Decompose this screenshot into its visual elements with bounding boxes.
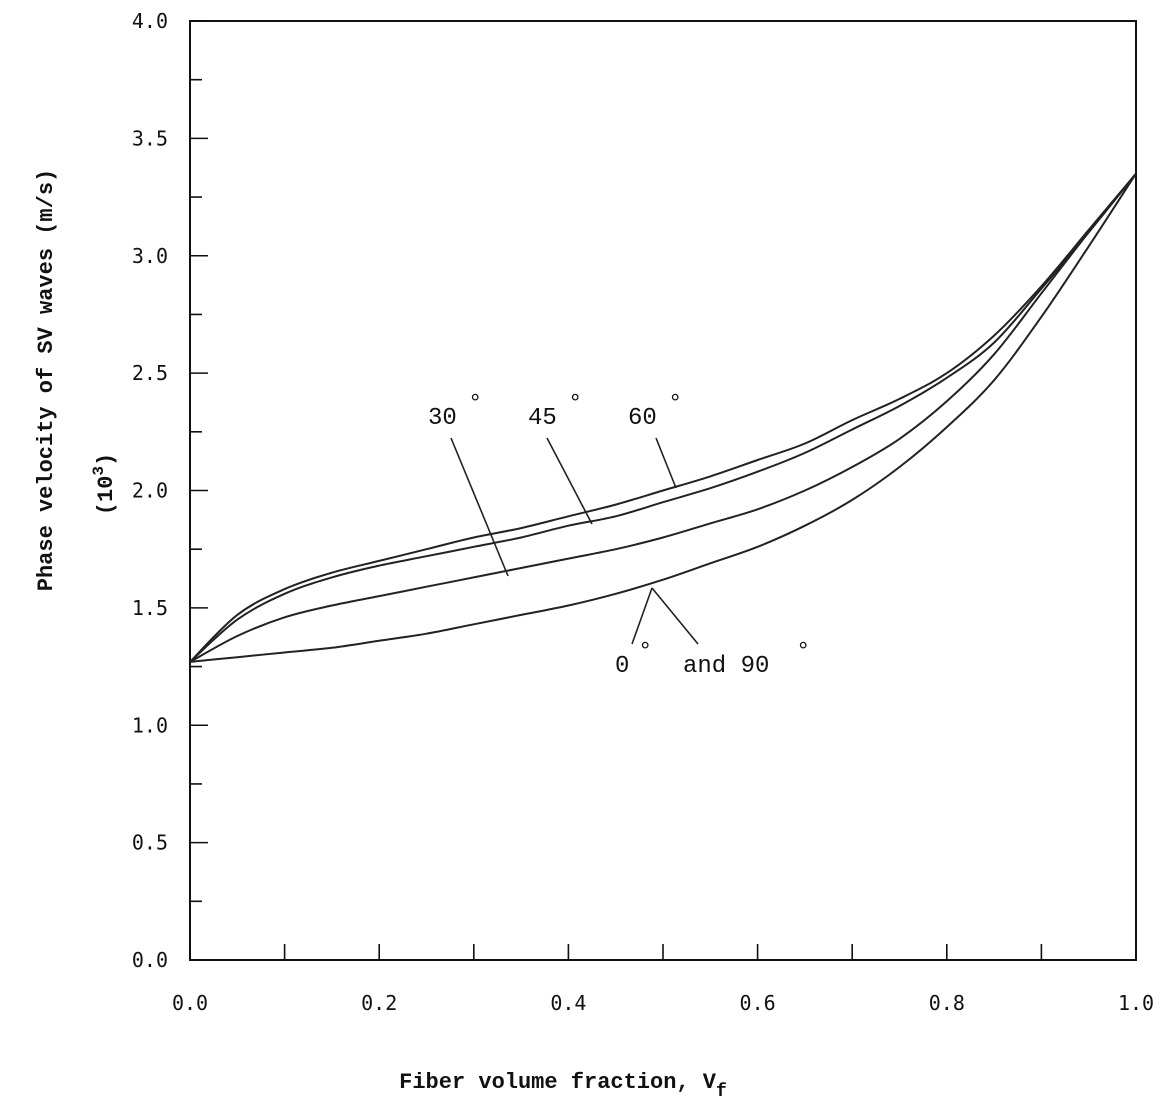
y-tick-label: 1.0 bbox=[132, 713, 168, 737]
series-line-30 bbox=[189, 172, 1137, 663]
annotation-60-label: 60 bbox=[628, 405, 657, 432]
x-tick-label: 0.8 bbox=[929, 991, 965, 1015]
annotation-0-degree: ° bbox=[638, 639, 652, 666]
annotation-0-and-90: 0 ° and 90 ° bbox=[615, 587, 810, 680]
y-tick-label: 0.0 bbox=[132, 948, 168, 972]
annotation-90-label: and 90 bbox=[683, 653, 769, 680]
y-axis-ticks: 0.0 0.5 1.0 1.5 2.0 2.5 3.0 3.5 4.0 bbox=[132, 9, 208, 972]
annotation-90-leader bbox=[651, 587, 699, 645]
series-line-45 bbox=[189, 172, 1137, 663]
y-tick-label: 1.5 bbox=[132, 596, 168, 620]
x-axis-label: Fiber volume fraction, Vf bbox=[399, 1070, 727, 1102]
annotation-45: 45 ° bbox=[528, 391, 593, 525]
y-tick-label: 3.5 bbox=[132, 126, 168, 150]
series-line-60 bbox=[189, 172, 1137, 663]
x-axis-ticks: 0.0 0.2 0.4 0.6 0.8 1.0 bbox=[172, 944, 1154, 1015]
annotation-45-label: 45 bbox=[528, 405, 557, 432]
x-tick-label: 0.6 bbox=[740, 991, 776, 1015]
x-tick-label: 0.4 bbox=[550, 991, 586, 1015]
annotation-0-label: 0 bbox=[615, 653, 629, 680]
curves bbox=[189, 172, 1137, 663]
annotation-60: 60 ° bbox=[628, 391, 682, 489]
annotation-45-leader bbox=[546, 437, 593, 525]
series-line-0-and-90 bbox=[189, 173, 1137, 663]
y-tick-label: 0.5 bbox=[132, 831, 168, 855]
x-tick-label: 0.0 bbox=[172, 991, 208, 1015]
y-tick-label: 4.0 bbox=[132, 9, 168, 33]
y-axis-scale: (103) bbox=[90, 453, 119, 515]
annotation-90-degree: ° bbox=[796, 639, 810, 666]
y-tick-label: 3.0 bbox=[132, 244, 168, 268]
y-axis-label: Phase velocity of SV waves (m/s) bbox=[34, 169, 59, 591]
annotation-45-degree: ° bbox=[568, 391, 582, 418]
annotation-30: 30 ° bbox=[428, 391, 509, 577]
x-tick-label: 1.0 bbox=[1118, 991, 1154, 1015]
annotation-30-label: 30 bbox=[428, 405, 457, 432]
annotation-60-leader bbox=[655, 437, 677, 489]
annotation-0-leader bbox=[631, 587, 653, 645]
y-tick-label: 2.5 bbox=[132, 361, 168, 385]
y-tick-label: 2.0 bbox=[132, 479, 168, 503]
x-tick-label: 0.2 bbox=[361, 991, 397, 1015]
annotation-30-degree: ° bbox=[468, 391, 482, 418]
annotation-60-degree: ° bbox=[668, 391, 682, 418]
annotation-30-leader bbox=[450, 437, 509, 577]
